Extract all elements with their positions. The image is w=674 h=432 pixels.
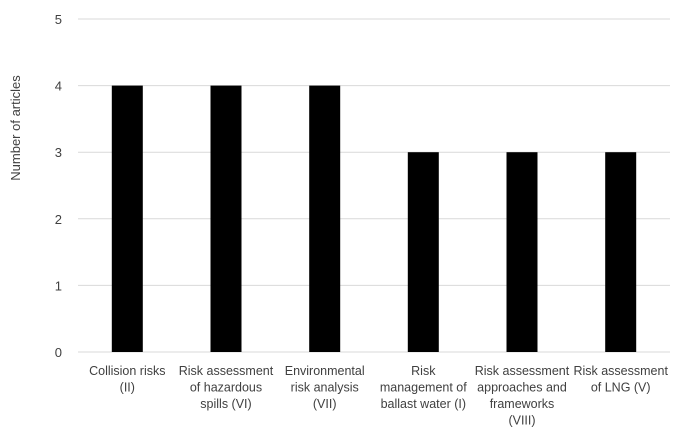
x-tick-label: Risk assessment of LNG (V)	[573, 364, 668, 395]
x-tick-label: Collision risks (II)	[89, 364, 165, 395]
bar-5	[506, 152, 538, 352]
bar-3	[309, 85, 341, 352]
y-tick-label: 4	[55, 79, 62, 94]
bar-2	[210, 85, 242, 352]
x-tick-label: Risk assessment approaches and frameworks(…	[475, 364, 570, 428]
bar-1	[111, 85, 143, 352]
bar-6	[605, 152, 637, 352]
bar-4	[407, 152, 439, 352]
gridlines	[78, 18, 670, 353]
x-tick-label: Risk assessment of hazardous spills (VI)	[179, 364, 274, 411]
x-tick-label: Risk management of ballast water (I)	[380, 364, 467, 411]
x-tick-label: Environmental risk analysis (VII)	[285, 364, 365, 411]
y-tick-label: 2	[55, 212, 62, 227]
y-tick-label: 5	[55, 12, 62, 27]
x-axis-labels: Collision risks (II) Risk assessment of haz…	[89, 364, 668, 428]
y-axis-ticks: 0 1 2 3 4 5	[55, 12, 62, 360]
y-tick-label: 3	[55, 145, 62, 160]
y-tick-label: 0	[55, 345, 62, 360]
bars	[111, 85, 637, 352]
y-tick-label: 1	[55, 278, 62, 293]
y-axis-title: Number of articles	[8, 75, 23, 181]
